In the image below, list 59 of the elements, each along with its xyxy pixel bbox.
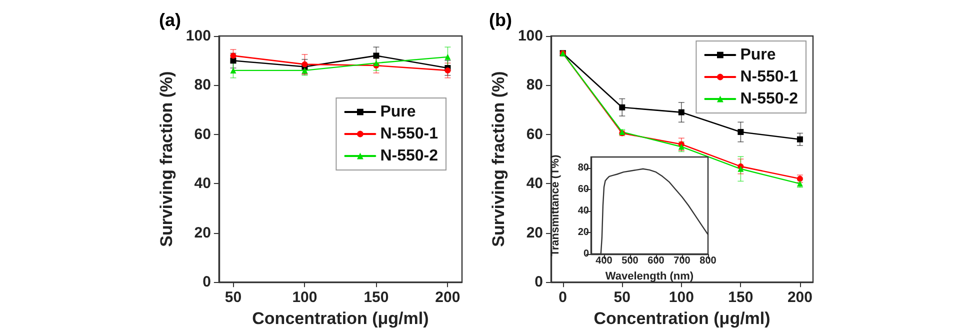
y-tick-label: 80 xyxy=(526,76,543,94)
x-tick-label: 150 xyxy=(364,289,389,306)
y-tick-label: 100 xyxy=(186,28,211,44)
point xyxy=(302,67,308,74)
x-tick-label: 100 xyxy=(292,289,318,306)
x-tick-label: 600 xyxy=(648,256,665,266)
y-tick-label: 20 xyxy=(194,224,211,242)
x-tick-label: 800 xyxy=(700,256,717,266)
legend-label: N-550-1 xyxy=(740,68,798,86)
legend-label: N-550-2 xyxy=(740,90,798,108)
y-tick-label: 80 xyxy=(578,162,590,174)
y-axis-title: Surviving fraction (%) xyxy=(489,71,508,247)
y-tick-label: 60 xyxy=(578,184,590,195)
y-tick-label: 40 xyxy=(578,205,590,216)
point xyxy=(302,61,308,68)
x-tick-label: 150 xyxy=(728,289,754,306)
legend-label: Pure xyxy=(740,46,776,64)
point xyxy=(678,109,684,116)
y-axis-title: Transmittance (T%) xyxy=(550,154,562,256)
x-tick-label: 200 xyxy=(787,289,812,306)
point xyxy=(619,104,626,110)
y-tick-label: 0 xyxy=(202,274,211,291)
y-tick-label: 100 xyxy=(518,28,543,44)
y-tick-label: 40 xyxy=(526,175,543,192)
x-axis-title: Concentration (μg/ml) xyxy=(594,309,770,328)
chart-title: (b) xyxy=(489,10,512,30)
y-tick-label: 60 xyxy=(526,126,543,143)
x-tick-label: 0 xyxy=(558,289,568,306)
point xyxy=(230,52,236,59)
point xyxy=(738,128,744,135)
x-tick-label: 500 xyxy=(622,256,639,266)
x-axis-title: Concentration (μg/ml) xyxy=(252,309,429,328)
x-tick-label: 50 xyxy=(224,289,242,306)
point xyxy=(796,136,803,142)
x-axis-title: Wavelength (nm) xyxy=(605,270,694,282)
point xyxy=(444,54,451,60)
legend-label: N-550-2 xyxy=(380,148,438,164)
y-tick-label: 0 xyxy=(583,248,590,260)
legend-label: Pure xyxy=(380,104,416,120)
y-axis-title: Surviving fraction (%) xyxy=(157,71,176,247)
x-tick-label: 700 xyxy=(674,256,691,266)
point xyxy=(373,60,380,66)
legend-label: N-550-1 xyxy=(380,126,438,142)
y-tick-label: 0 xyxy=(534,274,543,291)
point xyxy=(738,166,744,172)
y-tick-label: 20 xyxy=(578,226,590,238)
x-tick-label: 50 xyxy=(614,289,630,306)
y-tick-label: 40 xyxy=(194,175,211,192)
x-tick-label: 100 xyxy=(668,289,694,306)
chart-title: (a) xyxy=(159,10,182,30)
y-tick-label: 80 xyxy=(194,76,211,94)
y-tick-label: 20 xyxy=(526,224,543,242)
x-tick-label: 200 xyxy=(435,289,460,306)
point xyxy=(230,67,236,74)
y-tick-label: 60 xyxy=(194,126,211,143)
point xyxy=(444,67,451,74)
x-tick-label: 400 xyxy=(596,256,613,266)
point xyxy=(373,52,380,59)
point xyxy=(678,144,684,150)
